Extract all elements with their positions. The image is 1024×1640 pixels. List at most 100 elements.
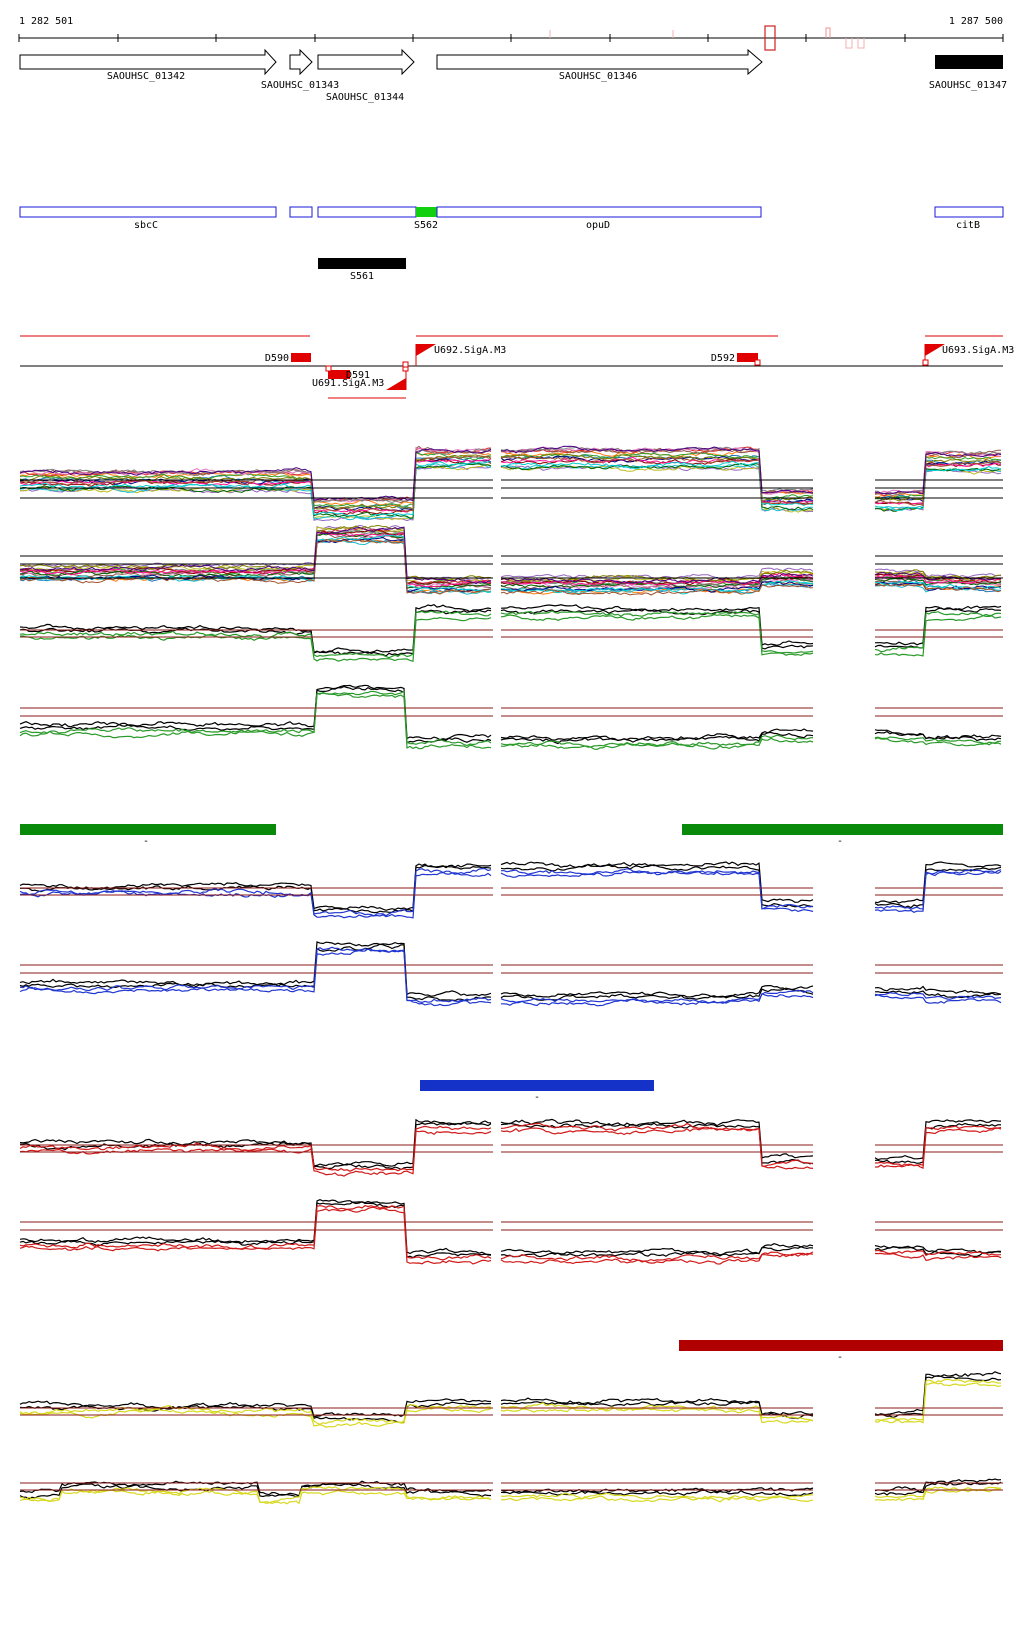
gene-saouhsc-01342[interactable]: SAOUHSC_01342 (19, 48, 277, 82)
expression-trace (500, 737, 814, 751)
expression-trace (874, 456, 1002, 501)
annotation-label: citB (956, 220, 980, 231)
ruler-start-label: 1 282 501 (19, 16, 73, 27)
expression-panel-multi-1 (19, 445, 1003, 522)
expression-trace (874, 453, 1002, 498)
expression-trace (19, 1489, 492, 1505)
expression-trace (874, 574, 1002, 585)
expression-trace (874, 1375, 1002, 1419)
expression-trace (500, 1400, 814, 1420)
annotation-box-sbcc[interactable] (19, 206, 277, 218)
expression-trace (19, 529, 492, 586)
annotation-track: sbcC S562 opuD citB (19, 206, 1004, 231)
expression-trace (874, 450, 1002, 494)
expression-trace (500, 1495, 814, 1503)
expression-trace (874, 1488, 1002, 1502)
ruler-markers (549, 25, 865, 51)
expression-trace (500, 1407, 814, 1424)
ruler-ticks (18, 34, 1004, 42)
promoter-u693[interactable]: U693.SigA.M3 (924, 344, 1014, 366)
gene-track: SAOUHSC_01342 SAOUHSC_01343 SAOUHSC_0134… (19, 48, 1007, 103)
expression-trace (874, 605, 1002, 646)
expression-trace (19, 1125, 492, 1172)
gene-label: SAOUHSC_01342 (107, 71, 185, 82)
expression-trace (20, 1121, 492, 1171)
expression-trace (874, 573, 1002, 584)
expression-trace (874, 450, 1002, 497)
expression-trace (874, 868, 1002, 910)
expression-trace (500, 608, 814, 650)
expression-trace (19, 1404, 492, 1425)
expression-trace (19, 941, 492, 997)
expression-trace (19, 524, 492, 581)
expression-trace (19, 448, 492, 502)
expression-panel-yellow-2 (19, 1478, 1003, 1505)
expression-trace (874, 994, 1002, 1004)
condition-bar-green-2[interactable]: - (682, 824, 1003, 847)
expression-trace (874, 451, 1002, 495)
expression-trace (874, 568, 1002, 578)
expression-trace (19, 685, 492, 744)
expression-trace (874, 861, 1002, 904)
down-region-d591[interactable]: D591 (328, 370, 370, 381)
annotation-label: sbcC (134, 220, 158, 231)
expression-trace (19, 610, 492, 659)
expression-trace (19, 1204, 492, 1261)
expression-panel-red-2 (19, 1199, 1003, 1265)
expression-trace (19, 462, 492, 519)
expression-trace (500, 584, 814, 596)
expression-trace (19, 454, 492, 510)
expression-trace (874, 730, 1002, 742)
promoter-label: U693.SigA.M3 (942, 345, 1014, 356)
expression-trace (19, 538, 492, 595)
expression-trace (19, 1118, 492, 1167)
expression-trace (500, 1127, 814, 1170)
annotation-box-s562[interactable] (317, 206, 417, 218)
expression-trace (500, 861, 814, 903)
expression-trace (874, 1382, 1002, 1424)
expression-panels: - - - - (19, 445, 1003, 1505)
gene-saouhsc-01343[interactable]: SAOUHSC_01343 (261, 48, 339, 91)
expression-trace (874, 607, 1002, 649)
condition-bar-blue[interactable]: - (420, 1080, 654, 1103)
expression-trace (500, 987, 814, 1001)
gene-saouhsc-01344[interactable]: SAOUHSC_01344 (317, 48, 415, 103)
expression-trace (19, 455, 492, 510)
down-region-d590[interactable]: D590 (265, 353, 311, 364)
expression-trace (874, 1125, 1002, 1167)
expression-trace (874, 1245, 1002, 1258)
annotation-box-opud[interactable] (436, 206, 762, 218)
expression-trace (500, 1401, 814, 1421)
expression-trace (874, 569, 1002, 580)
expression-trace (19, 684, 492, 741)
annotation-box-citb[interactable] (934, 206, 1004, 218)
expression-trace (500, 614, 814, 657)
expression-trace (500, 985, 814, 999)
expression-trace (874, 467, 1002, 512)
expression-trace (874, 985, 1002, 995)
condition-bar-green-1[interactable]: - (20, 824, 276, 847)
segment-s561[interactable]: S561 (318, 258, 406, 282)
expression-trace (19, 465, 492, 522)
condition-bar-red[interactable]: - (679, 1340, 1003, 1363)
svg-text:-: - (534, 1092, 540, 1103)
expression-panel-blue-2 (19, 941, 1003, 1007)
expression-trace (19, 864, 492, 914)
expression-trace (874, 583, 1002, 593)
gene-saouhsc-01346[interactable]: SAOUHSC_01346 (436, 48, 763, 82)
region-label: D591 (346, 370, 370, 381)
promoter-label: U692.SigA.M3 (434, 345, 506, 356)
segment-s562-highlight[interactable] (416, 207, 437, 217)
promoter-u692[interactable]: U692.SigA.M3 (415, 344, 506, 366)
ruler-end-label: 1 287 500 (949, 16, 1003, 27)
expression-trace (19, 948, 492, 1007)
expression-trace (874, 729, 1002, 740)
annotation-box-small[interactable] (289, 206, 313, 218)
gene-saouhsc-01347[interactable]: SAOUHSC_01347 (929, 55, 1007, 91)
segment-label: S561 (350, 271, 374, 282)
gene-label: SAOUHSC_01347 (929, 80, 1007, 91)
expression-trace (500, 734, 814, 748)
down-region-d592[interactable]: D592 (711, 353, 758, 364)
expression-trace (874, 870, 1002, 913)
annotation-label: opuD (586, 220, 610, 231)
